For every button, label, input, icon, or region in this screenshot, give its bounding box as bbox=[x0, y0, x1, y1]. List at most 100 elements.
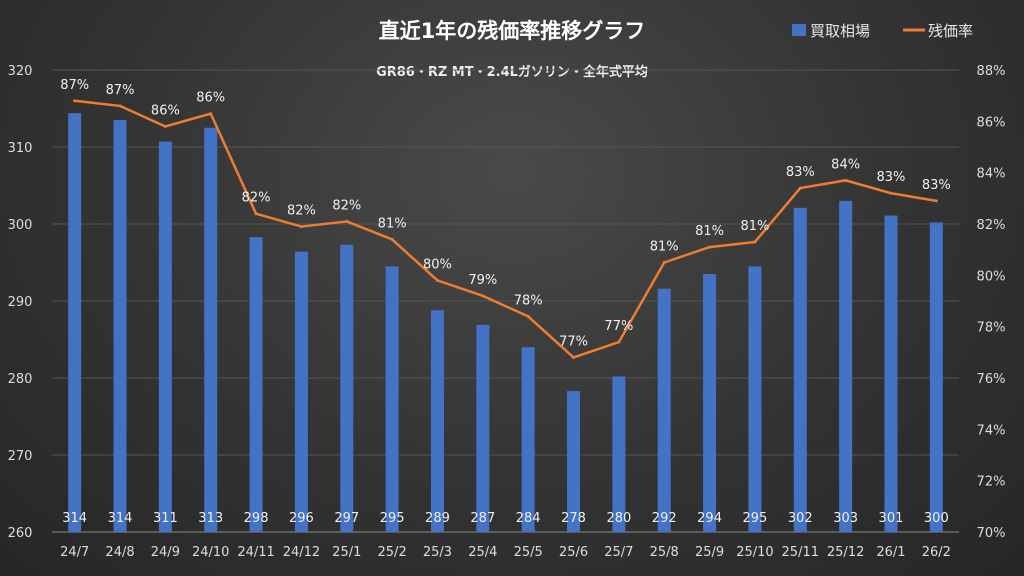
legend-label-bar: 買取相場 bbox=[810, 22, 870, 40]
line-data-label: 86% bbox=[151, 103, 180, 118]
line-data-label: 86% bbox=[196, 91, 225, 106]
x-tick-label: 25/7 bbox=[604, 545, 633, 560]
line-series bbox=[74, 99, 937, 359]
line-point bbox=[163, 124, 167, 128]
y-right-tick-label: 72% bbox=[977, 475, 1006, 490]
bar-data-label: 284 bbox=[516, 511, 541, 526]
bar bbox=[929, 222, 943, 532]
line-point bbox=[753, 240, 757, 244]
bar bbox=[703, 274, 717, 532]
bar bbox=[294, 251, 308, 532]
bar-data-label: 300 bbox=[924, 511, 949, 526]
chart-title: 直近1年の残価率推移グラフ bbox=[379, 19, 646, 43]
x-tick-label: 26/2 bbox=[922, 545, 951, 560]
line-point bbox=[73, 99, 77, 103]
bar bbox=[113, 120, 127, 533]
y-left-tick-label: 280 bbox=[8, 372, 33, 387]
line-data-label: 82% bbox=[332, 198, 361, 213]
line-data-label: 78% bbox=[514, 293, 543, 308]
x-tick-label: 24/10 bbox=[192, 545, 229, 560]
line-point bbox=[889, 191, 893, 195]
y-left-tick-label: 290 bbox=[8, 295, 33, 310]
line-data-label: 79% bbox=[468, 273, 497, 288]
bar bbox=[340, 244, 354, 533]
line-point bbox=[526, 314, 530, 318]
line-point bbox=[118, 104, 122, 108]
bar bbox=[657, 288, 671, 532]
bar-data-label: 294 bbox=[697, 511, 722, 526]
x-tick-label: 24/9 bbox=[151, 545, 180, 560]
bar bbox=[249, 237, 263, 532]
line-point bbox=[844, 178, 848, 182]
bar-data-label: 303 bbox=[833, 511, 858, 526]
bar-data-label: 296 bbox=[289, 511, 314, 526]
line-point bbox=[209, 112, 213, 116]
bar-data-label: 289 bbox=[425, 511, 450, 526]
line-data-label: 87% bbox=[106, 83, 135, 98]
line-data-label: 83% bbox=[786, 165, 815, 180]
bar-data-label: 287 bbox=[470, 511, 495, 526]
x-tick-label: 24/8 bbox=[105, 545, 134, 560]
y-right-tick-label: 76% bbox=[977, 372, 1006, 387]
legend: 買取相場 残価率 bbox=[792, 22, 973, 40]
line-point bbox=[617, 340, 621, 344]
bar bbox=[567, 391, 581, 532]
y-right-tick-label: 80% bbox=[977, 269, 1006, 284]
bar bbox=[793, 207, 807, 532]
y-right-tick-label: 88% bbox=[977, 64, 1006, 79]
x-tick-label: 25/6 bbox=[559, 545, 588, 560]
bar bbox=[612, 376, 626, 532]
bar-data-label: 280 bbox=[606, 511, 631, 526]
x-tick-label: 24/12 bbox=[283, 545, 320, 560]
line-point bbox=[435, 278, 439, 282]
x-tick-label: 26/1 bbox=[876, 545, 905, 560]
y-right-tick-label: 86% bbox=[977, 115, 1006, 130]
line-point bbox=[345, 219, 349, 223]
y-right-tick-label: 84% bbox=[977, 167, 1006, 182]
chart-subtitle: GR86・RZ MT・2.4Lガソリン・全年式平均 bbox=[376, 64, 648, 80]
x-tick-label: 24/7 bbox=[60, 545, 89, 560]
line-data-label: 83% bbox=[877, 170, 906, 185]
bar-data-label: 314 bbox=[108, 511, 133, 526]
line-point bbox=[481, 294, 485, 298]
line-data-label: 81% bbox=[695, 224, 724, 239]
bar bbox=[385, 266, 399, 532]
line-point bbox=[390, 237, 394, 241]
x-tick-label: 25/12 bbox=[827, 545, 864, 560]
x-tick-label: 25/10 bbox=[736, 545, 773, 560]
bar-data-label: 278 bbox=[561, 511, 586, 526]
y-left-tick-label: 260 bbox=[8, 526, 33, 541]
x-tick-label: 25/1 bbox=[332, 545, 361, 560]
line-data-label: 87% bbox=[60, 78, 89, 93]
x-tick-label: 25/4 bbox=[468, 545, 497, 560]
line-point bbox=[299, 225, 303, 229]
bar bbox=[884, 215, 898, 532]
line-point bbox=[934, 199, 938, 203]
bar-data-label: 302 bbox=[788, 511, 813, 526]
line-point bbox=[708, 245, 712, 249]
bar bbox=[748, 266, 762, 532]
line-data-label: 81% bbox=[740, 219, 769, 234]
line-point bbox=[798, 186, 802, 190]
bar-data-label: 295 bbox=[380, 511, 405, 526]
legend-swatch-bar bbox=[792, 24, 806, 36]
bar-data-label: 295 bbox=[743, 511, 768, 526]
y-right-tick-label: 82% bbox=[977, 218, 1006, 233]
bar bbox=[68, 113, 82, 533]
bar bbox=[204, 127, 218, 532]
y-left-tick-label: 320 bbox=[8, 64, 33, 79]
line-data-label: 81% bbox=[650, 240, 679, 255]
bar-data-label: 297 bbox=[334, 511, 359, 526]
x-tick-label: 24/11 bbox=[237, 545, 274, 560]
x-tick-label: 25/8 bbox=[650, 545, 679, 560]
bar bbox=[521, 347, 535, 532]
bar-data-label: 314 bbox=[62, 511, 87, 526]
line-point bbox=[572, 355, 576, 359]
y-right-tick-label: 70% bbox=[977, 526, 1006, 541]
bar-data-label: 298 bbox=[244, 511, 269, 526]
bar bbox=[158, 141, 172, 533]
y-right-tick-label: 78% bbox=[977, 321, 1006, 336]
bar-data-label: 301 bbox=[879, 511, 904, 526]
x-tick-label: 25/5 bbox=[514, 545, 543, 560]
